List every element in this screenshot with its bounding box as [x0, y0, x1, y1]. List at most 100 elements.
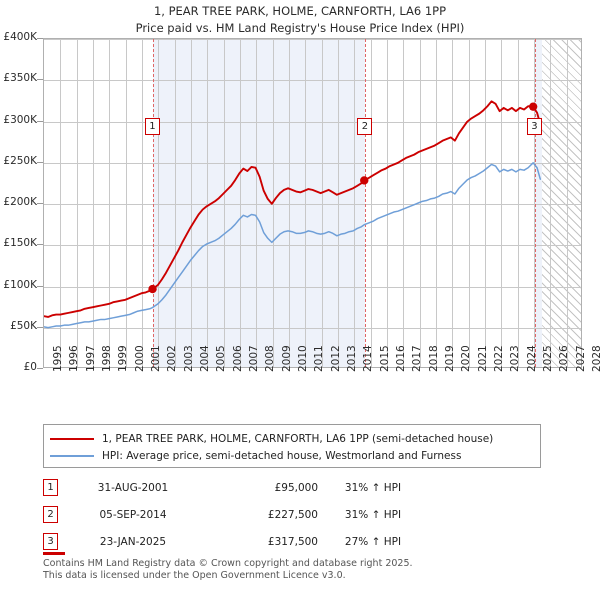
x-axis-tick-label: 2024 — [525, 345, 538, 372]
y-axis-tick — [37, 162, 43, 163]
x-axis-tick-label: 2004 — [199, 345, 211, 372]
y-axis-tick — [37, 203, 43, 204]
gridline — [44, 80, 581, 81]
x-axis-tick-label: 2015 — [378, 345, 391, 372]
x-axis-tick-label: 2010 — [297, 345, 309, 372]
chart-title-property: 1, PEAR TREE PARK, HOLME, CARNFORTH, LA6… — [153, 4, 447, 18]
transaction-date: 23-JAN-2025 — [99, 535, 167, 548]
y-axis-tick-label: £400K — [3, 31, 37, 43]
gridline — [501, 39, 502, 367]
y-axis-tick — [37, 327, 43, 328]
transaction-hpi-delta: 31% ↑ HPI — [344, 481, 402, 494]
gridline — [256, 39, 257, 367]
x-axis-tick-label: 2003 — [182, 345, 195, 372]
x-axis-tick-label: 2017 — [411, 345, 424, 372]
table-row: 1 31-AUG-2001 £95,000 31% ↑ HPI — [43, 474, 443, 501]
status-badge: 3 — [43, 533, 58, 550]
plot-area — [43, 38, 582, 368]
transaction-date: 05-SEP-2014 — [99, 508, 167, 521]
gridline — [44, 39, 581, 40]
transaction-dot[interactable] — [360, 176, 369, 185]
x-axis-tick-label: 2028 — [591, 345, 600, 372]
gridline — [420, 39, 421, 367]
x-axis-tick-label: 2018 — [427, 345, 440, 372]
transaction-dot[interactable] — [528, 102, 538, 111]
x-axis-tick-label: 2020 — [460, 345, 473, 372]
gridline — [485, 39, 486, 367]
y-axis-tick-label: £100K — [3, 278, 37, 291]
y-axis-tick-label: £200K — [3, 196, 37, 208]
gridline — [305, 39, 306, 367]
x-axis-tick-label: 2000 — [133, 345, 146, 372]
transaction-price: £317,500 — [267, 535, 318, 548]
y-axis-tick-label: £300K — [3, 113, 37, 126]
x-axis-tick-label: 2006 — [231, 345, 244, 372]
transaction-price: £95,000 — [274, 481, 318, 494]
gridline — [240, 39, 241, 367]
x-axis-tick-label: 2002 — [166, 345, 179, 372]
y-axis-tick — [37, 244, 43, 245]
gridline — [371, 39, 372, 367]
gridline — [44, 204, 581, 205]
gridline — [289, 39, 290, 367]
transaction-point-markers — [148, 102, 538, 294]
x-axis-tick-label: 2022 — [493, 345, 505, 372]
event-flag-2[interactable]: 2 — [357, 118, 373, 135]
page-title: 1, PEAR TREE PARK, HOLME, CARNFORTH, LA6… — [0, 3, 600, 37]
y-axis-tick-label: £0 — [23, 361, 37, 373]
gridline — [44, 287, 581, 288]
x-axis-tick-label: 2021 — [476, 345, 489, 372]
event-flag-3[interactable]: 3 — [526, 118, 542, 135]
x-axis-tick-label: 2005 — [215, 345, 228, 372]
chart-container: £0 £50K £100K £150K £200K £250K £300K £350K £400… — [0, 31, 600, 373]
series-line-property — [44, 101, 540, 317]
y-axis-tick — [37, 121, 43, 122]
transaction-price: £227,500 — [267, 508, 318, 521]
gridline — [322, 39, 323, 367]
footer-accent-bar — [43, 552, 65, 555]
table-row: 2 05-SEP-2014 £227,500 31% ↑ HPI — [43, 501, 443, 528]
licence-line: This data is licensed under the Open Gov… — [43, 570, 346, 581]
y-axis-tick — [37, 368, 43, 369]
gridline — [44, 122, 581, 123]
event-flag-1[interactable]: 1 — [144, 118, 160, 135]
x-axis-tick-label: 2001 — [150, 345, 162, 372]
copyright-line: Contains HM Land Registry data © Crown c… — [43, 558, 413, 569]
x-axis-tick-label: 2016 — [395, 345, 407, 372]
gridline — [403, 39, 404, 367]
x-axis-tick-label: 2019 — [444, 345, 456, 372]
gridline — [175, 39, 176, 367]
gridline — [469, 39, 470, 367]
transaction-dot[interactable] — [148, 284, 157, 294]
gridline — [436, 39, 437, 367]
gridline — [44, 328, 581, 329]
gridline — [44, 163, 581, 164]
gridline — [191, 39, 192, 367]
gridline — [93, 39, 94, 367]
x-axis-tick-label: 2025 — [542, 345, 554, 372]
gridline — [126, 39, 127, 367]
event-dashed-line — [153, 39, 154, 367]
x-axis-tick-label: 1998 — [101, 345, 113, 372]
gridline — [354, 39, 355, 367]
legend-item-hpi: HPI: Average price, semi-detached house,… — [50, 447, 540, 464]
y-axis-tick — [37, 38, 43, 39]
gridline — [567, 39, 568, 367]
gridline — [207, 39, 208, 367]
gridline — [550, 39, 551, 367]
y-axis-tick-label: £150K — [3, 237, 37, 250]
x-axis-tick-label: 1996 — [68, 345, 81, 372]
transaction-hpi-delta: 31% ↑ HPI — [344, 508, 402, 521]
transaction-hpi-delta: 27% ↑ HPI — [344, 535, 402, 548]
transaction-date: 31-AUG-2001 — [97, 481, 169, 494]
x-axis-tick-label: 1997 — [84, 345, 97, 372]
x-axis-tick-label: 2026 — [558, 345, 571, 372]
x-axis-tick-label: 2009 — [280, 345, 293, 372]
legend-item-property: 1, PEAR TREE PARK, HOLME, CARNFORTH, LA6… — [50, 430, 540, 447]
x-axis-tick-label: 2012 — [329, 345, 342, 372]
series-line-hpi — [44, 163, 540, 328]
status-badge: 2 — [43, 506, 58, 523]
chart-legend: 1, PEAR TREE PARK, HOLME, CARNFORTH, LA6… — [43, 424, 541, 468]
x-axis-tick-label: 2011 — [313, 345, 326, 372]
x-axis-tick-label: 1999 — [117, 345, 130, 372]
